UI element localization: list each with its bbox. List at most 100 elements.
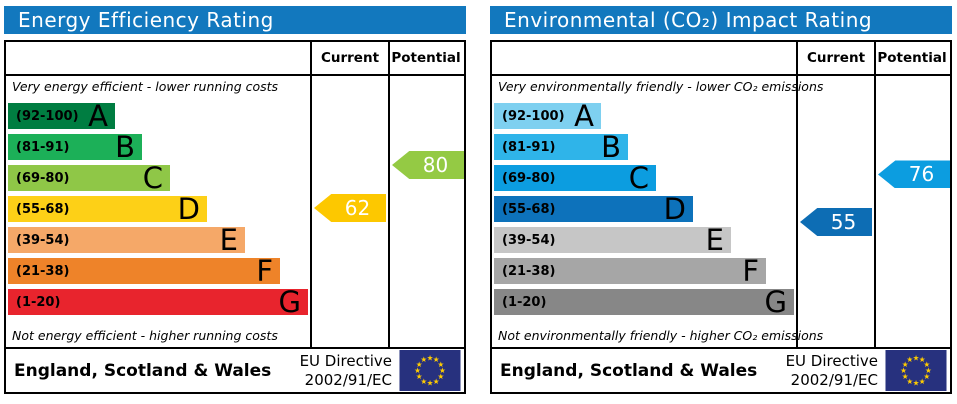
table-header-row: Current Potential [6, 42, 464, 76]
band-row-f: (21-38) F [494, 254, 766, 288]
band-letter: A [88, 99, 108, 133]
environmental-title-bar: Environmental (CO₂) Impact Rating [490, 6, 952, 34]
column-divider [874, 42, 876, 347]
band-row-b: (81-91) B [494, 130, 628, 164]
table-footer: England, Scotland & Wales EU Directive 20… [492, 347, 950, 392]
band-range-label: (81-91) [16, 139, 70, 155]
current-rating-value: 62 [344, 196, 371, 220]
svg-text:★: ★ [416, 372, 423, 381]
band-letter: C [142, 161, 163, 195]
svg-text:★: ★ [420, 377, 427, 386]
eu-flag-icon: ★ ★★★★★★★★★★★ [399, 350, 461, 391]
table-footer: England, Scotland & Wales EU Directive 20… [6, 347, 464, 392]
rating-scale-area: Very environmentally friendly - lower CO… [492, 76, 950, 347]
band-range-label: (55-68) [16, 201, 70, 217]
top-caption: Very energy efficient - lower running co… [12, 79, 279, 94]
energy-title-bar: Energy Efficiency Rating [4, 6, 466, 34]
svg-text:★: ★ [416, 360, 423, 369]
current-rating-arrow: 62 [314, 194, 386, 222]
svg-text:★: ★ [433, 355, 440, 364]
current-rating-value: 55 [830, 210, 857, 234]
svg-text:★: ★ [913, 378, 920, 387]
column-divider [388, 42, 390, 347]
band-letter: B [601, 130, 621, 164]
environmental-impact-panel: Environmental (CO₂) Impact Rating Curren… [490, 6, 952, 394]
band-row-d: (55-68) D [494, 192, 693, 226]
band-range-label: (39-54) [502, 232, 556, 248]
band-letter: E [219, 223, 238, 257]
svg-text:★: ★ [427, 378, 434, 387]
potential-rating-arrow: 76 [878, 160, 950, 189]
band-range-label: (69-80) [502, 170, 556, 186]
energy-rating-table: Current Potential Very energy efficient … [4, 40, 466, 394]
band-letter: C [628, 161, 649, 195]
eu-directive-label: EU Directive 2002/91/EC [299, 351, 392, 389]
svg-text:★: ★ [925, 366, 932, 375]
band-row-e: (39-54) E [494, 223, 731, 257]
band-row-c: (69-80) C [8, 161, 170, 195]
band-range-label: (92-100) [16, 108, 79, 124]
svg-text:★: ★ [923, 360, 930, 369]
band-range-label: (1-20) [502, 294, 547, 310]
band-row-a: (92-100) A [494, 99, 601, 133]
bottom-caption: Not energy efficient - higher running co… [12, 328, 278, 343]
svg-text:★: ★ [906, 377, 913, 386]
svg-text:★: ★ [902, 372, 909, 381]
region-label: England, Scotland & Wales [500, 360, 758, 381]
band-range-label: (39-54) [16, 232, 70, 248]
band-row-g: (1-20) G [494, 285, 794, 319]
svg-text:★: ★ [900, 366, 907, 375]
svg-text:★: ★ [439, 366, 446, 375]
band-letter: F [256, 254, 273, 288]
environmental-panel-title: Environmental (CO₂) Impact Rating [504, 8, 873, 32]
band-letter: G [764, 285, 787, 319]
svg-text:★: ★ [414, 366, 421, 375]
svg-text:★: ★ [919, 355, 926, 364]
potential-rating-arrow: 80 [392, 151, 464, 179]
energy-panel-title: Energy Efficiency Rating [18, 8, 274, 32]
band-row-g: (1-20) G [8, 288, 308, 317]
current-rating-arrow: 55 [800, 208, 872, 236]
band-letter: B [115, 130, 135, 164]
current-column-header: Current [806, 50, 866, 66]
band-letter: D [663, 192, 686, 226]
band-row-e: (39-54) E [8, 223, 245, 257]
band-row-a: (92-100) A [8, 99, 115, 133]
potential-rating-value: 76 [908, 162, 935, 187]
band-range-label: (55-68) [502, 201, 556, 217]
rating-scale-area: Very energy efficient - lower running co… [6, 76, 464, 347]
band-row-d: (55-68) D [8, 195, 207, 224]
band-row-b: (81-91) B [8, 130, 142, 164]
top-caption: Very environmentally friendly - lower CO… [498, 79, 824, 94]
region-label: England, Scotland & Wales [14, 360, 272, 381]
svg-text:★: ★ [433, 377, 440, 386]
band-range-label: (21-38) [16, 263, 70, 279]
bottom-caption: Not environmentally friendly - higher CO… [498, 328, 824, 343]
band-letter: A [574, 99, 594, 133]
band-range-label: (1-20) [16, 294, 61, 310]
svg-text:★: ★ [420, 355, 427, 364]
table-header-row: Current Potential [492, 42, 950, 76]
band-row-f: (21-38) F [8, 254, 280, 288]
environmental-rating-table: Current Potential Very environmentally f… [490, 40, 952, 394]
band-range-label: (69-80) [16, 170, 70, 186]
svg-text:★: ★ [923, 372, 930, 381]
potential-column-header: Potential [877, 50, 947, 66]
band-row-c: (69-80) C [494, 161, 656, 195]
svg-text:★: ★ [437, 360, 444, 369]
potential-rating-value: 80 [422, 153, 449, 177]
svg-text:★: ★ [913, 354, 920, 363]
energy-efficiency-panel: Energy Efficiency Rating Current Potenti… [4, 6, 466, 394]
band-range-label: (21-38) [502, 263, 556, 279]
svg-text:★: ★ [437, 372, 444, 381]
svg-text:★: ★ [906, 355, 913, 364]
potential-column-header: Potential [391, 50, 461, 66]
current-column-header: Current [320, 50, 380, 66]
band-letter: E [705, 223, 724, 257]
column-divider [796, 42, 798, 347]
column-divider [310, 42, 312, 347]
band-letter: F [742, 254, 759, 288]
svg-text:★: ★ [427, 354, 434, 363]
svg-text:★: ★ [902, 360, 909, 369]
